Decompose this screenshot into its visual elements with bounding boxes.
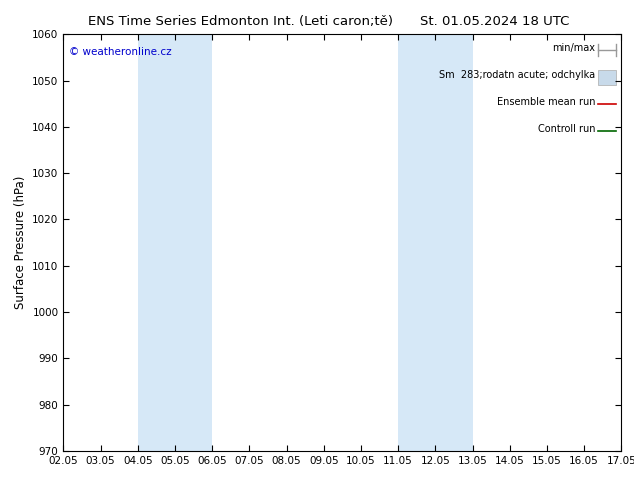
Text: Sm  283;rodatn acute; odchylka: Sm 283;rodatn acute; odchylka [439, 70, 595, 80]
Text: ENS Time Series Edmonton Int. (Leti caron;tě): ENS Time Series Edmonton Int. (Leti caro… [88, 15, 394, 28]
Text: St. 01.05.2024 18 UTC: St. 01.05.2024 18 UTC [420, 15, 569, 28]
Bar [398, 34, 472, 451]
Text: Controll run: Controll run [538, 124, 595, 134]
Text: © weatheronline.cz: © weatheronline.cz [69, 47, 172, 57]
Text: min/max: min/max [552, 43, 595, 52]
FancyBboxPatch shape [598, 70, 616, 85]
Text: Ensemble mean run: Ensemble mean run [496, 97, 595, 107]
Y-axis label: Surface Pressure (hPa): Surface Pressure (hPa) [14, 176, 27, 309]
Bar [138, 34, 212, 451]
